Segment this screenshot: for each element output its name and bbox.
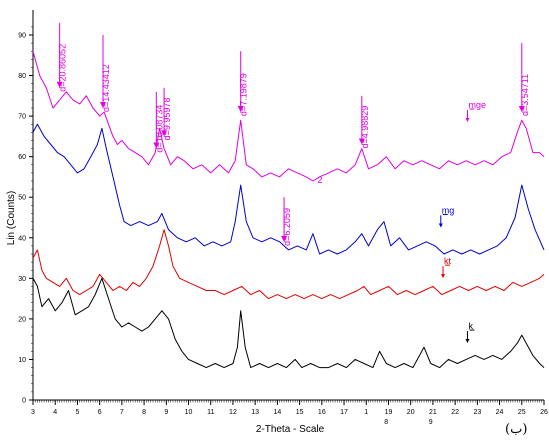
x-tick-label: 17: [340, 409, 348, 416]
series-label-mge: mge: [468, 100, 486, 110]
x-tick-label: 13: [251, 409, 259, 416]
peak-d-label: d=4.98829: [360, 106, 370, 149]
x-tick-label: 23: [473, 409, 481, 416]
x-tick-extra-label: 8: [384, 419, 388, 426]
x-tick-label: 24: [496, 409, 504, 416]
x-tick-label: 14: [273, 409, 281, 416]
peak-d-label: d=6.2059: [282, 208, 292, 246]
x-tick-label: 15: [296, 409, 304, 416]
x-tick-label: 8: [142, 409, 146, 416]
peak-arrow-head: [56, 81, 63, 88]
peak-arrow-head: [237, 106, 244, 113]
y-tick-label: 30: [18, 276, 26, 283]
y-tick-label: 60: [18, 154, 26, 161]
series-label-arrow-head: [465, 339, 470, 344]
peak-d-label: d=3.54711: [520, 74, 530, 116]
series-label-arrow-head: [441, 274, 446, 279]
y-tick-label: 40: [18, 235, 26, 242]
x-tick-label: 11: [207, 409, 214, 416]
series-label-arrow-head: [465, 118, 470, 122]
series-line-mge: [32, 51, 545, 182]
x-axis-title: 2-Theta - Scale: [256, 424, 325, 435]
peak-d-label: d=9.95978: [162, 98, 172, 141]
series-label-arrow-head: [438, 223, 443, 228]
series-line-k: [32, 277, 545, 369]
x-tick-label: 7: [120, 409, 124, 416]
y-tick-label: 20: [18, 316, 26, 323]
x-tick-label: 21: [429, 409, 437, 416]
x-tick-label: 9: [164, 409, 168, 416]
peak-arrow-head: [161, 130, 168, 137]
x-tick-label: 12: [229, 409, 237, 416]
x-tick-label: 3: [31, 409, 35, 416]
peak-arrow-head: [518, 106, 525, 113]
y-tick-label: 50: [18, 195, 26, 202]
series-label-mg: mg: [442, 205, 455, 215]
series-label-kt: kt: [444, 256, 452, 266]
peak-d-label: d=10.08734: [154, 105, 164, 153]
x-tick-label: 25: [518, 409, 526, 416]
y-tick-label: 10: [18, 357, 26, 364]
peak-arrow-head: [281, 235, 288, 242]
x-tick-label: 19: [385, 409, 393, 416]
x-tick-label: 4: [53, 409, 57, 416]
y-tick-label: 0: [22, 398, 26, 405]
y-tick-label: 80: [18, 73, 26, 80]
series-label-k: k: [468, 321, 473, 331]
series-line-mg: [32, 123, 545, 255]
series-line-kt: [32, 229, 545, 300]
y-tick-label: 90: [18, 33, 26, 40]
labels-layer: mge mg kt k 2: [317, 100, 486, 344]
x-tick-label: 10: [185, 409, 193, 416]
corner-label: (ب): [505, 422, 527, 437]
peak-arrow-head: [99, 102, 106, 108]
y-axis-title: Lin (Counts): [6, 191, 17, 245]
x-tick-label: 6: [98, 409, 102, 416]
series-layer: [32, 51, 545, 369]
peak-d-label: d=14.43412: [101, 64, 111, 112]
peak-arrow-head: [153, 142, 160, 149]
x-tick-label: 22: [451, 409, 459, 416]
x-tick-label: 16: [318, 409, 326, 416]
x-tick-label: 20: [407, 409, 415, 416]
peak-d-label: d=20.86052: [58, 44, 68, 92]
x-tick-label: 1: [364, 409, 368, 416]
peak-d-label: d=7.19879: [239, 73, 249, 116]
stray-mark: 2: [317, 175, 322, 185]
peak-arrow-head: [358, 138, 365, 145]
x-tick-label: 26: [540, 409, 548, 416]
x-tick-label: 5: [75, 409, 79, 416]
y-tick-label: 70: [18, 114, 26, 121]
x-tick-extra-label: 9: [429, 419, 433, 426]
ticks: 3 4 5 6 7 8 9 10 11 12 13 14 15 16 17 1 19 20 21 22 23 24 25 26…: [18, 26, 548, 426]
